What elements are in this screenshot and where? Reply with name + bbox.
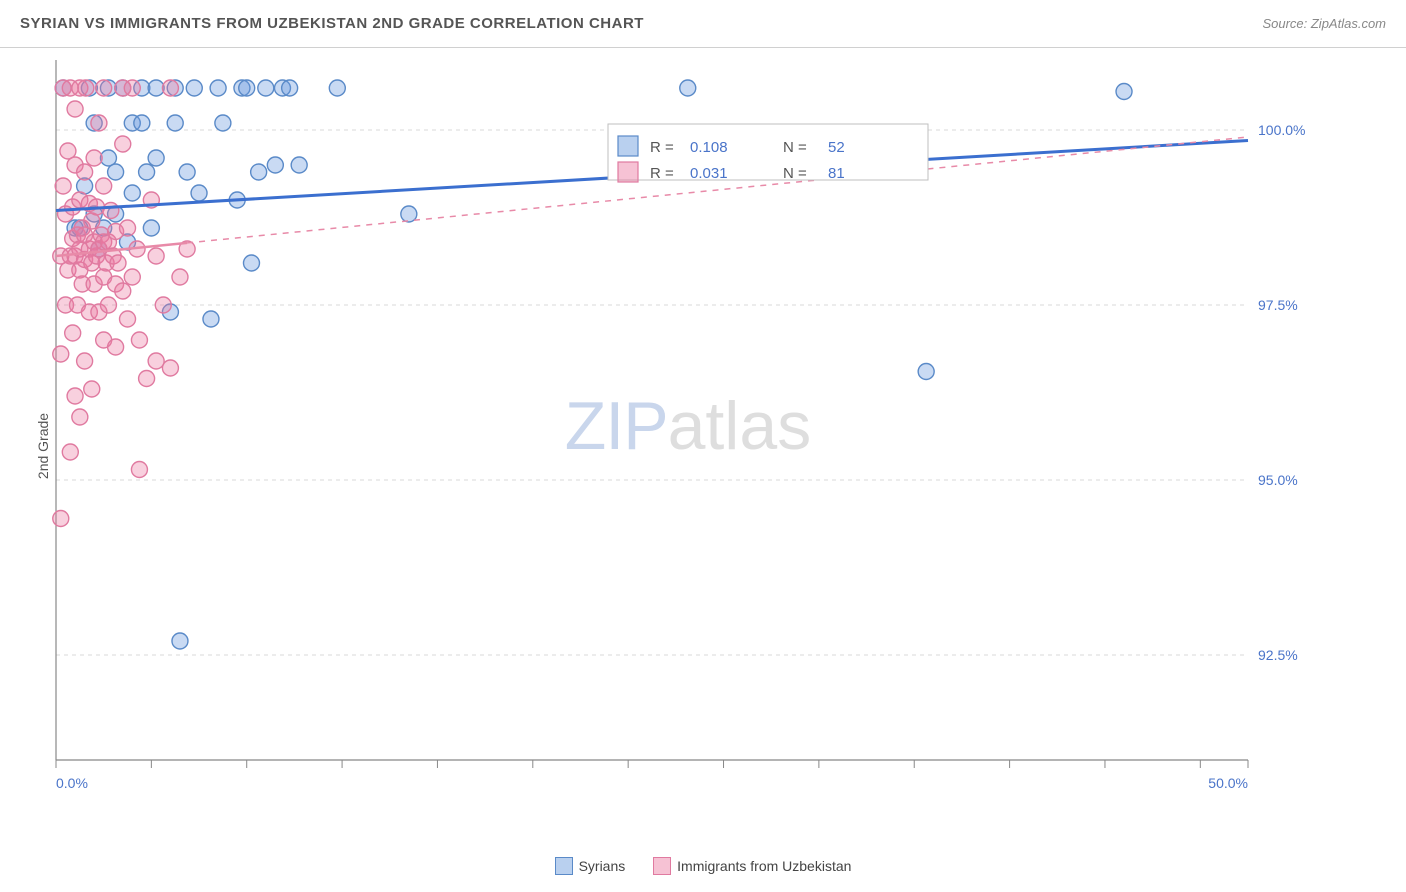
legend-item-syrians: Syrians <box>555 857 626 875</box>
svg-text:0.031: 0.031 <box>690 165 728 182</box>
svg-text:N =: N = <box>783 165 807 182</box>
svg-text:0.0%: 0.0% <box>56 775 88 791</box>
legend-swatch-syrians <box>555 857 573 875</box>
svg-text:81: 81 <box>828 165 845 182</box>
svg-text:97.5%: 97.5% <box>1258 297 1298 313</box>
title-bar: SYRIAN VS IMMIGRANTS FROM UZBEKISTAN 2ND… <box>0 0 1406 48</box>
svg-text:100.0%: 100.0% <box>1258 122 1305 138</box>
svg-text:R =: R = <box>650 139 674 156</box>
svg-text:R =: R = <box>650 165 674 182</box>
scatter-plot: 92.5% 95.0% 97.5% 100.0% 0.0% 50.0% R = 0.108 N … <box>48 60 1328 800</box>
svg-text:92.5%: 92.5% <box>1258 647 1298 663</box>
legend-label-uzbekistan: Immigrants from Uzbekistan <box>677 858 851 874</box>
svg-text:N =: N = <box>783 139 807 156</box>
bottom-legend: Syrians Immigrants from Uzbekistan <box>0 857 1406 878</box>
legend-swatch-uzbekistan <box>653 857 671 875</box>
svg-text:0.108: 0.108 <box>690 139 728 156</box>
svg-text:95.0%: 95.0% <box>1258 472 1298 488</box>
chart-area: 92.5% 95.0% 97.5% 100.0% 0.0% 50.0% R = 0.108 N … <box>48 60 1328 800</box>
legend-item-uzbekistan: Immigrants from Uzbekistan <box>653 857 851 875</box>
legend-label-syrians: Syrians <box>579 858 626 874</box>
chart-title: SYRIAN VS IMMIGRANTS FROM UZBEKISTAN 2ND… <box>20 15 644 32</box>
source-label: Source: ZipAtlas.com <box>1262 16 1386 31</box>
svg-text:52: 52 <box>828 139 845 156</box>
svg-text:50.0%: 50.0% <box>1208 775 1248 791</box>
